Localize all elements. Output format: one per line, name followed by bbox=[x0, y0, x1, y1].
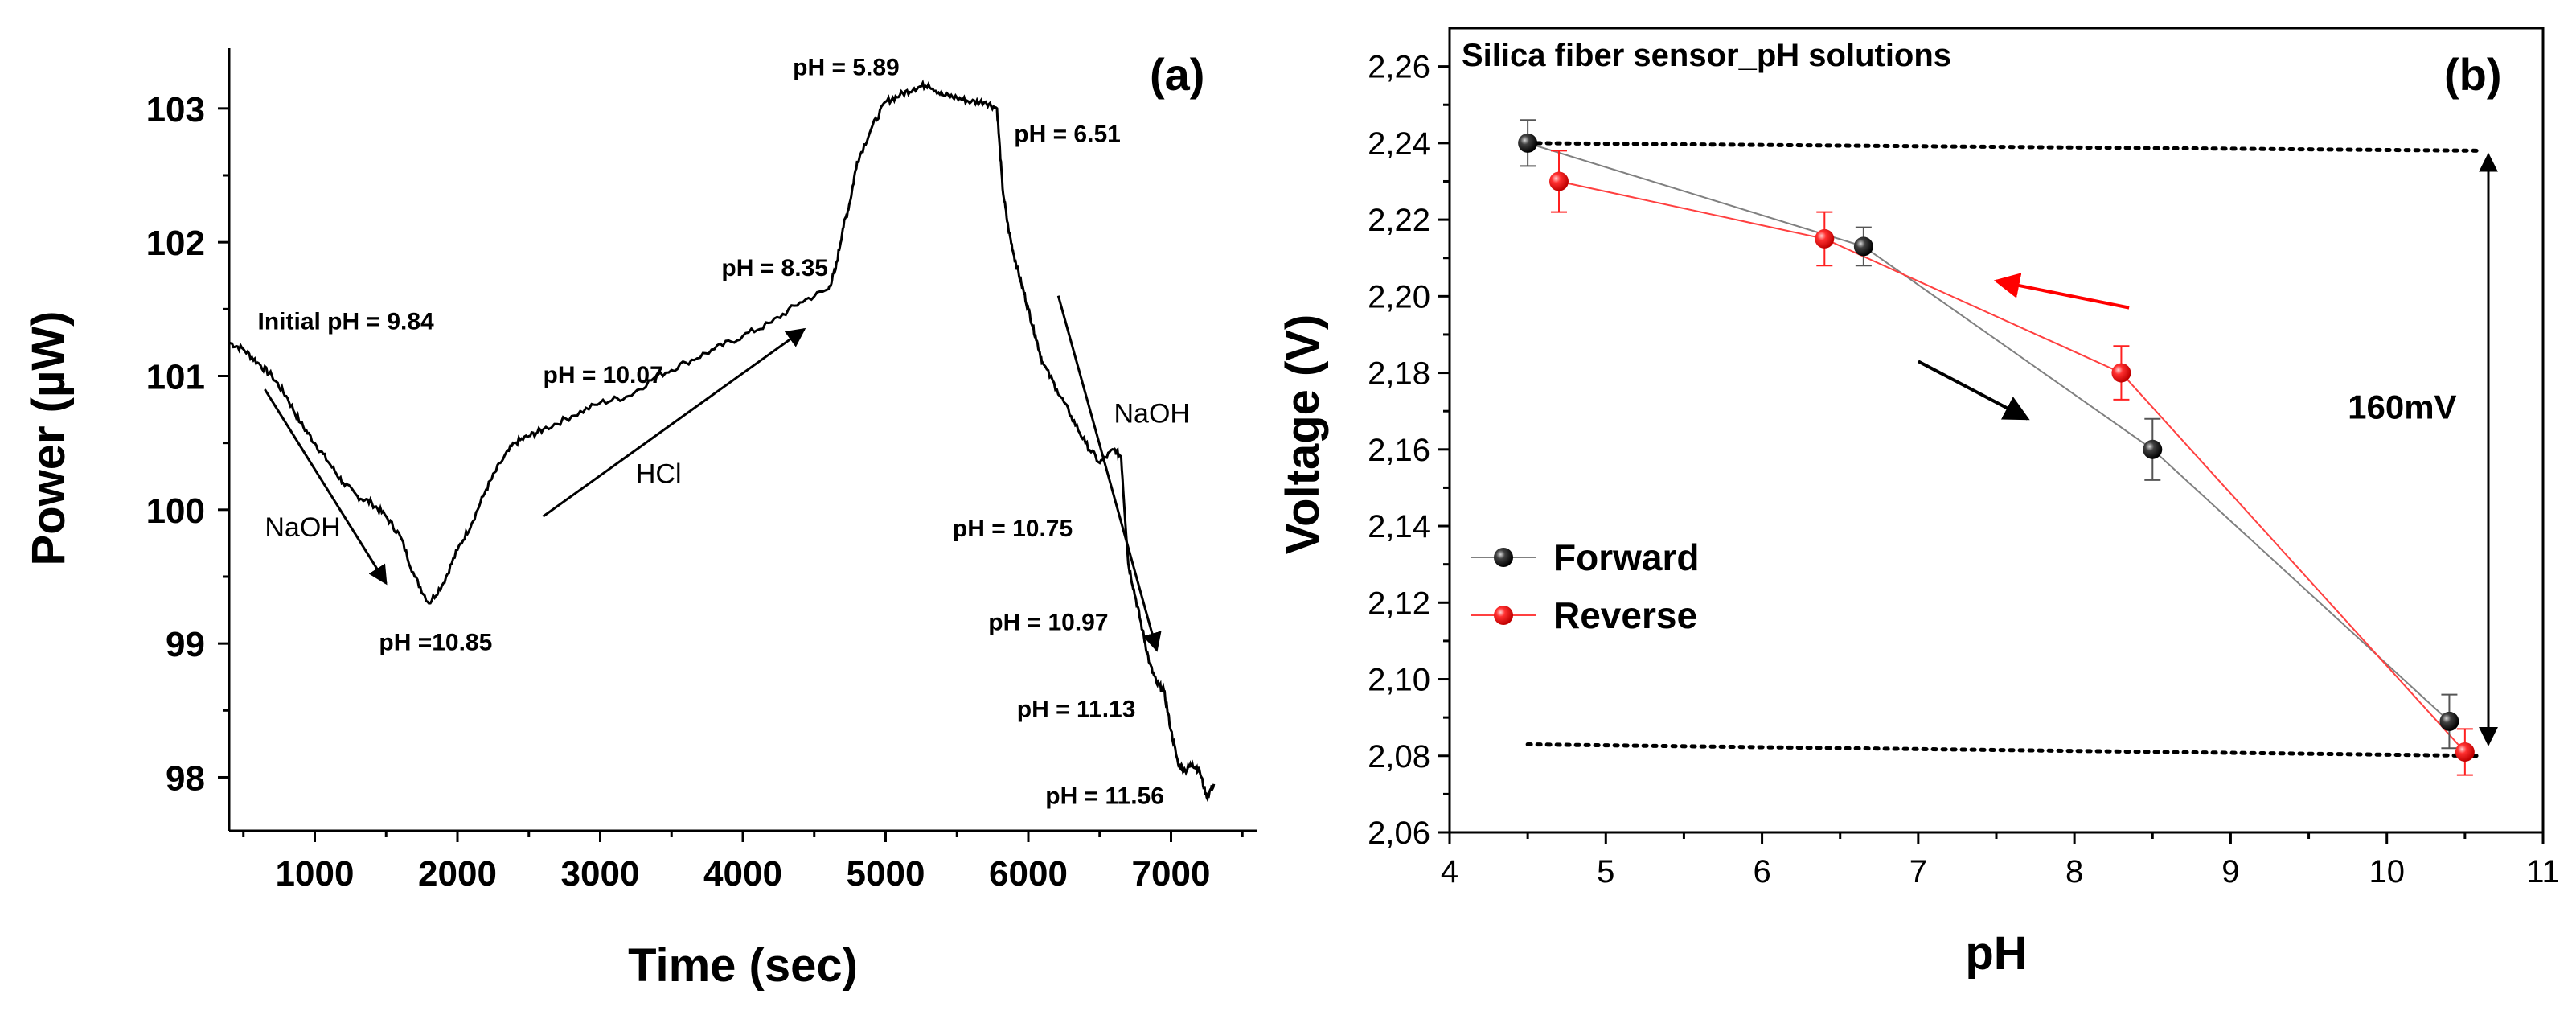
panel-a-x-tick-label: 6000 bbox=[989, 854, 1068, 894]
panel-a-annotation: NaOH bbox=[265, 512, 340, 543]
panel-b-y-tick-label: 2,26 bbox=[1368, 50, 1430, 85]
panel-b-x-tick-label: 4 bbox=[1441, 854, 1458, 890]
panel-b-y-tick-label: 2,22 bbox=[1368, 203, 1430, 238]
panel-a-x-tick-label: 2000 bbox=[418, 854, 497, 894]
panel-b-ticks: 4 5 6 7 8 9 10 11 2,06 2,08 2,10 2,12 2,14 2,16 2,18 2,… bbox=[1368, 50, 2560, 890]
panel-b-x-title: pH bbox=[1965, 927, 2027, 980]
panel-a-annotation: pH = 10.97 bbox=[988, 610, 1108, 636]
panel-b-y-tick-label: 2,18 bbox=[1368, 356, 1430, 392]
panel-a-arrow bbox=[542, 327, 806, 518]
panel-b-chart: 4 5 6 7 8 9 10 11 2,06 2,08 2,10 2,12 2,14 2,16 2,18 2,… bbox=[1277, 27, 2560, 980]
panel-b-x-tick-label: 11 bbox=[2526, 854, 2560, 890]
panel-b-reverse-point bbox=[1815, 228, 1835, 249]
panel-b-reference-line bbox=[1525, 141, 2483, 153]
panel-b-direction-arrow bbox=[1917, 360, 2030, 421]
panel-b-reference-lines bbox=[1525, 141, 2483, 758]
panel-b-forward-point bbox=[1853, 236, 1873, 257]
panel-a-annotation: pH = 5.89 bbox=[793, 54, 900, 80]
panel-b-legend: Forward Reverse bbox=[1471, 536, 1699, 636]
panel-b-y-title: Voltage (V) bbox=[1277, 314, 1329, 555]
panel-a-annotation: pH = 11.56 bbox=[1045, 783, 1164, 810]
panel-a-y-tick-label: 103 bbox=[146, 90, 205, 129]
panel-b-y-tick-label: 2,16 bbox=[1368, 433, 1430, 468]
panel-a-y-tick-label: 101 bbox=[146, 357, 205, 397]
panel-b-y-tick-label: 2,06 bbox=[1368, 816, 1430, 851]
panel-a-annotation: pH = 10.07 bbox=[544, 362, 663, 388]
panel-b-x-tick-label: 10 bbox=[2369, 854, 2405, 890]
panel-b-forward-point bbox=[2439, 711, 2459, 731]
panel-b-x-tick-label: 6 bbox=[1753, 854, 1770, 890]
panel-b-forward-point bbox=[2143, 439, 2163, 459]
panel-b-annotation: 160mV bbox=[2348, 388, 2456, 426]
panel-b-y-tick-label: 2,14 bbox=[1368, 509, 1430, 544]
panel-b-reverse-point bbox=[2111, 363, 2131, 383]
panel-b-arrows bbox=[1917, 152, 2498, 746]
panel-a-arrows bbox=[264, 295, 1162, 652]
panel-a-label: (a) bbox=[1150, 49, 1204, 100]
panel-b-reverse-point bbox=[2455, 742, 2475, 762]
panel-b-y-tick-label: 2,10 bbox=[1368, 663, 1430, 698]
panel-a-x-title: Time (sec) bbox=[628, 939, 858, 992]
panel-b-x-tick-label: 7 bbox=[1909, 854, 1927, 890]
panel-a-y-tick-label: 98 bbox=[166, 758, 205, 798]
panel-a-y-tick-label: 99 bbox=[166, 625, 205, 664]
panel-a-y-tick-label: 100 bbox=[146, 491, 205, 531]
panel-b-y-tick-label: 2,12 bbox=[1368, 586, 1430, 621]
panel-b-x-tick-label: 9 bbox=[2221, 854, 2239, 890]
panel-b-series-line bbox=[1527, 142, 2451, 722]
panel-b-annotations: 160mV bbox=[2348, 388, 2456, 426]
legend-marker bbox=[1494, 606, 1513, 625]
panel-a-x-tick-label: 4000 bbox=[703, 854, 782, 894]
panel-b-direction-arrow bbox=[1993, 273, 2130, 310]
panel-a-x-tick-label: 1000 bbox=[276, 854, 355, 894]
panel-a-annotation: pH = 11.13 bbox=[1017, 697, 1136, 723]
panel-a-y-title: Power (µW) bbox=[23, 311, 75, 566]
panel-b-y-tick-label: 2,24 bbox=[1368, 126, 1430, 162]
panel-b-x-tick-label: 5 bbox=[1597, 854, 1614, 890]
legend-marker bbox=[1494, 548, 1513, 567]
panel-b-label: (b) bbox=[2444, 49, 2502, 100]
panel-b-series bbox=[1518, 119, 2475, 776]
legend-label: Reverse bbox=[1553, 594, 1697, 636]
panel-a-annotation: pH = 8.35 bbox=[721, 255, 828, 281]
panel-a-arrow bbox=[1056, 295, 1162, 652]
panel-a-annotation: pH =10.85 bbox=[379, 629, 492, 655]
panel-a-chart: 1000 2000 3000 4000 5000 6000 7000 98 99 100 101 10… bbox=[23, 48, 1257, 992]
panel-b-y-tick-label: 2,08 bbox=[1368, 739, 1430, 775]
panel-a-ticks: 1000 2000 3000 4000 5000 6000 7000 98 99 100 101 10… bbox=[146, 90, 1244, 894]
panel-b-reverse-point bbox=[1549, 171, 1569, 191]
panel-a-annotation: HCl bbox=[636, 459, 682, 490]
panel-a-y-tick-label: 102 bbox=[146, 224, 205, 263]
panel-a-x-tick-label: 3000 bbox=[561, 854, 640, 894]
panel-a-annotations: Initial pH = 9.84 pH = 10.07 pH = 8.35 pH =… bbox=[258, 54, 1190, 809]
panel-a-annotation: Initial pH = 9.84 bbox=[258, 308, 435, 335]
panel-b-reference-line bbox=[1525, 742, 2483, 758]
panel-a-annotation: pH = 6.51 bbox=[1014, 121, 1121, 147]
panel-a-annotation: pH = 10.75 bbox=[953, 516, 1073, 542]
panel-a-power-line bbox=[228, 79, 1216, 803]
panel-b-x-tick-label: 8 bbox=[2065, 854, 2083, 890]
panel-a-x-tick-label: 5000 bbox=[847, 854, 925, 894]
panel-a-annotation: NaOH bbox=[1114, 399, 1190, 429]
panel-a-x-tick-label: 7000 bbox=[1132, 854, 1211, 894]
panel-b-title: Silica fiber sensor_pH solutions bbox=[1462, 38, 1951, 73]
panel-b-forward-point bbox=[1518, 133, 1538, 153]
panel-a-arrow bbox=[264, 388, 388, 586]
legend-label: Forward bbox=[1553, 536, 1699, 578]
panel-b-y-tick-label: 2,20 bbox=[1368, 279, 1430, 314]
panel-b-series-line bbox=[1558, 180, 2466, 753]
